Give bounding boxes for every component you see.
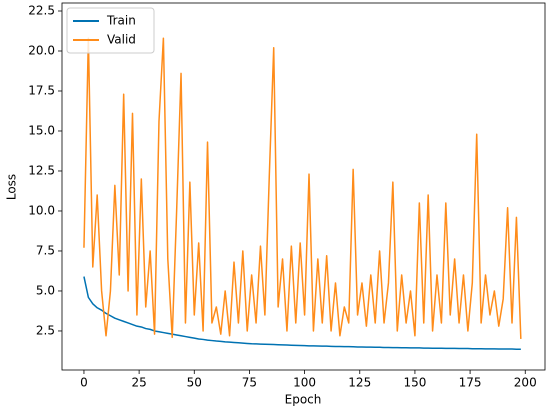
x-tick-label: 200 bbox=[514, 376, 537, 390]
y-tick-label: 2.5 bbox=[36, 323, 55, 337]
x-tick-label: 100 bbox=[293, 376, 316, 390]
legend-label: Train bbox=[106, 14, 136, 28]
y-tick-label: 22.5 bbox=[28, 3, 55, 17]
line-valid bbox=[83, 37, 522, 339]
x-tick-label: 150 bbox=[403, 376, 426, 390]
y-tick-label: 5.0 bbox=[36, 283, 55, 297]
legend-label: Valid bbox=[107, 33, 136, 47]
legend-box bbox=[66, 7, 155, 54]
y-tick-label: 20.0 bbox=[28, 43, 55, 57]
y-tick-label: 10.0 bbox=[28, 203, 55, 217]
x-tick-label: 125 bbox=[348, 376, 371, 390]
y-tick-label: 7.5 bbox=[36, 243, 55, 257]
x-axis-label: Epoch bbox=[285, 393, 322, 407]
y-axis-label: Loss bbox=[5, 174, 19, 200]
x-tick-label: 50 bbox=[187, 376, 202, 390]
x-tick-label: 175 bbox=[459, 376, 482, 390]
plot-frame bbox=[61, 2, 546, 371]
line-train bbox=[83, 276, 521, 350]
y-tick-label: 12.5 bbox=[28, 163, 55, 177]
x-tick-label: 0 bbox=[80, 376, 88, 390]
y-tick-label: 17.5 bbox=[28, 83, 55, 97]
x-tick-label: 75 bbox=[242, 376, 257, 390]
y-tick-label: 15.0 bbox=[28, 123, 55, 137]
x-tick-label: 25 bbox=[131, 376, 146, 390]
